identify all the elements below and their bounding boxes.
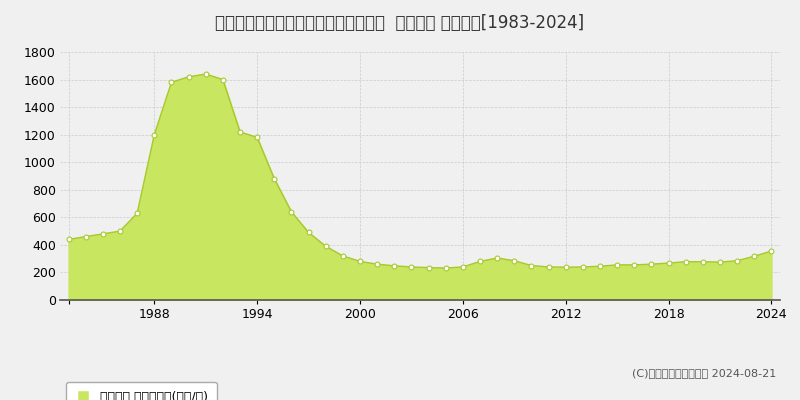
Text: 東京都大田区大森北１丁目３０番６外  地価公示 地価推移[1983-2024]: 東京都大田区大森北１丁目３０番６外 地価公示 地価推移[1983-2024] <box>215 14 585 32</box>
Text: (C)土地価格ドットコム 2024-08-21: (C)土地価格ドットコム 2024-08-21 <box>632 368 776 378</box>
Legend: 地価公示 平均坪単価(万円/坪): 地価公示 平均坪単価(万円/坪) <box>66 382 217 400</box>
